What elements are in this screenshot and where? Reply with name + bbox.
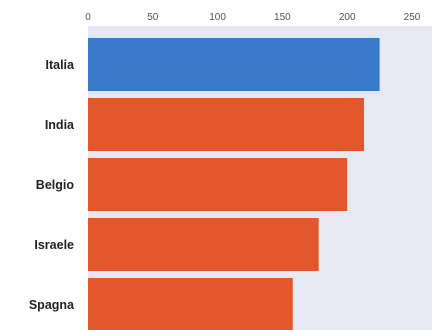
bar-belgio (88, 158, 348, 211)
category-label-india: India (45, 118, 75, 132)
bar-israele (88, 218, 319, 271)
x-tick-label: 250 (404, 12, 421, 23)
category-label-belgio: Belgio (36, 178, 75, 192)
bars (88, 38, 380, 330)
category-label-spagna: Spagna (29, 298, 75, 312)
x-tick-label: 150 (274, 12, 291, 23)
category-labels: Italia India Belgio Israele Spagna (29, 58, 75, 312)
category-label-italia: Italia (46, 58, 76, 72)
x-tick-label: 200 (339, 12, 356, 23)
bar-spagna (88, 278, 293, 330)
x-tick-label: 0 (85, 12, 91, 23)
x-tick-label: 100 (209, 12, 226, 23)
category-label-israele: Israele (34, 238, 74, 252)
bar-italia (88, 38, 380, 91)
x-tick-label: 50 (147, 12, 159, 23)
x-axis-ticks: 0 50 100 150 200 250 (85, 12, 421, 23)
bar-india (88, 98, 365, 151)
